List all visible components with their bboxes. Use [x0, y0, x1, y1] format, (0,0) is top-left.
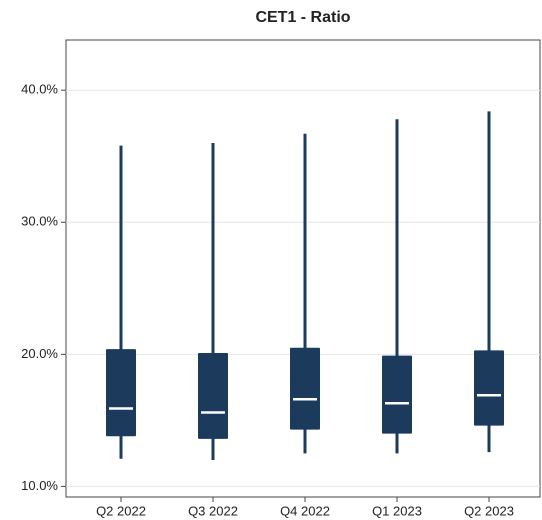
x-tick-label: Q1 2023 [372, 503, 422, 518]
x-tick-label: Q2 2022 [96, 503, 146, 518]
box [382, 355, 412, 434]
plot-frame [65, 39, 541, 498]
x-tick-label: Q4 2022 [280, 503, 330, 518]
chart-title: CET1 - Ratio [255, 9, 350, 26]
box [290, 347, 320, 430]
y-tick-label: 20.0% [21, 346, 58, 361]
x-tick-label: Q2 2023 [464, 503, 514, 518]
y-tick-label: 40.0% [21, 82, 58, 97]
box [474, 350, 504, 426]
x-tick-label: Q3 2022 [188, 503, 238, 518]
box [198, 353, 228, 439]
y-tick-label: 10.0% [21, 478, 58, 493]
box [106, 349, 136, 437]
y-tick-label: 30.0% [21, 214, 58, 229]
